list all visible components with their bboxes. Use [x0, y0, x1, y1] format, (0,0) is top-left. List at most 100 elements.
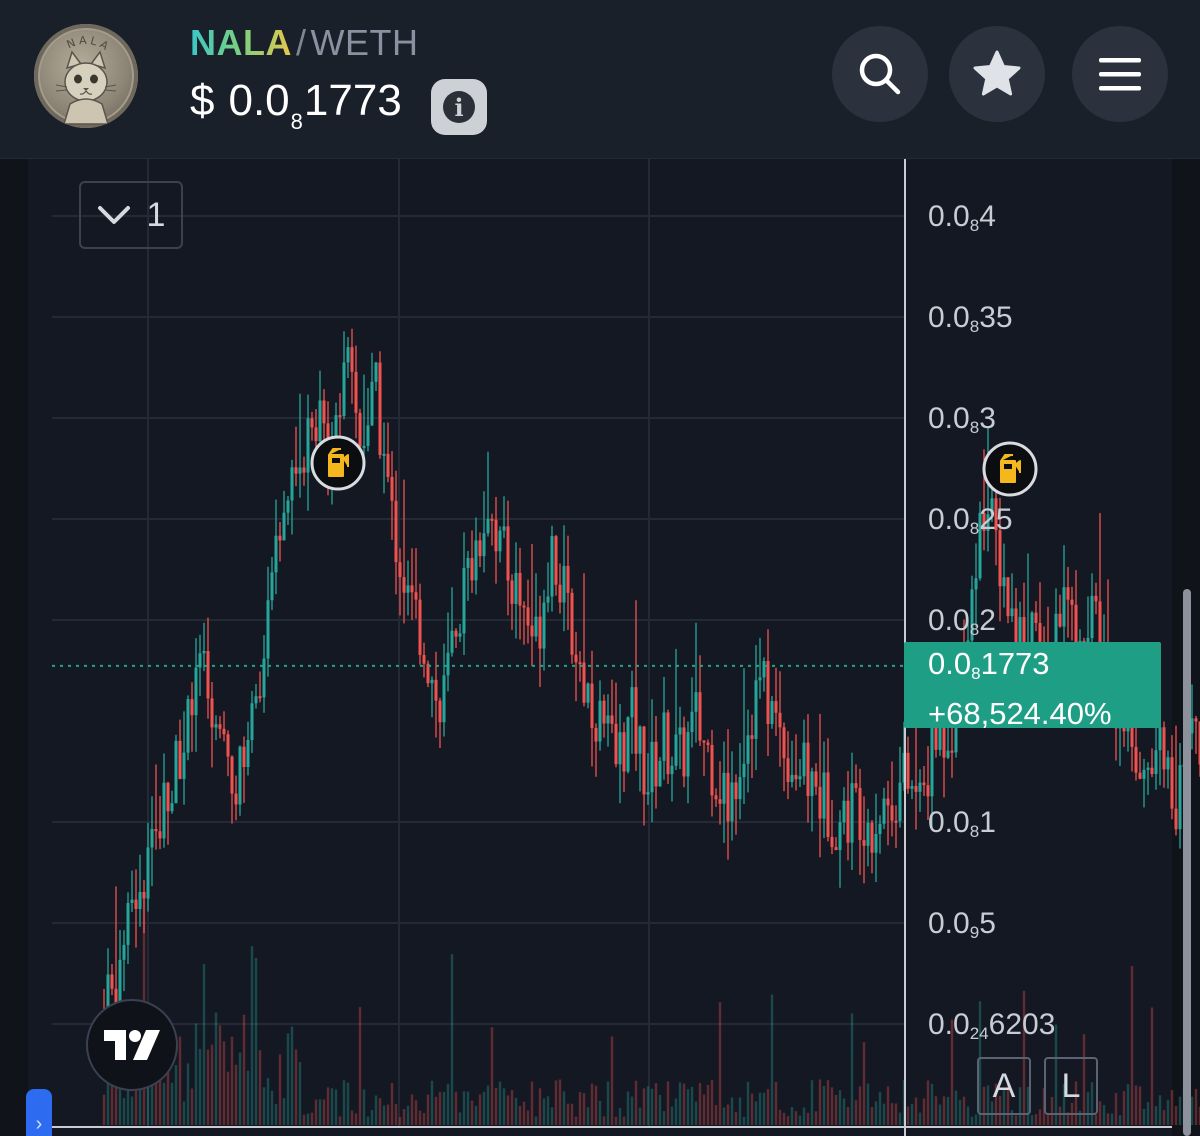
- log-scale-button[interactable]: L: [1044, 1057, 1098, 1115]
- volume-bar: [586, 1107, 590, 1125]
- volume-bar: [1074, 1081, 1078, 1125]
- volume-bar: [178, 1036, 182, 1125]
- volume-bar: [970, 1116, 974, 1125]
- search-button[interactable]: [832, 26, 928, 122]
- volume-bar: [102, 1094, 106, 1125]
- price-zero-count: 8: [290, 109, 303, 134]
- candle-body: [214, 724, 218, 728]
- volume-bar: [602, 1116, 606, 1125]
- candle-body: [546, 596, 550, 603]
- watchlist-button[interactable]: [949, 26, 1045, 122]
- candle-body: [722, 772, 726, 804]
- volume-bar: [170, 1082, 174, 1125]
- candle-body: [434, 679, 438, 701]
- pair-quote-symbol: WETH: [310, 22, 419, 63]
- volume-bar: [790, 1107, 794, 1125]
- candle-body: [442, 675, 446, 723]
- candle-body: [1014, 608, 1018, 673]
- candle-body: [842, 800, 846, 823]
- candle-body: [798, 776, 802, 780]
- volume-bar: [986, 1085, 990, 1125]
- candle-body: [470, 558, 474, 581]
- candle-body: [970, 589, 974, 641]
- token-avatar[interactable]: NALA: [34, 24, 138, 128]
- candle-body: [322, 400, 326, 424]
- volume-bar: [662, 1111, 666, 1125]
- candle-body: [826, 772, 830, 837]
- volume-bar: [1114, 1093, 1118, 1125]
- volume-bar: [398, 1116, 402, 1125]
- candle-body: [602, 700, 606, 724]
- interval-dropdown[interactable]: 1: [79, 181, 183, 249]
- candle-body: [986, 514, 990, 531]
- volume-bar: [478, 1094, 482, 1125]
- volume-bar: [734, 1112, 738, 1125]
- volume-bar: [810, 1080, 814, 1125]
- candle-body: [1066, 587, 1070, 600]
- volume-bar: [922, 1098, 926, 1125]
- candle-body: [778, 712, 782, 728]
- volume-bar: [150, 1075, 154, 1125]
- cat-coin-icon: NALA: [55, 34, 117, 125]
- candle-body: [342, 362, 346, 416]
- price-change-percent: +68,524.40%: [928, 696, 1112, 731]
- volume-bar: [134, 1069, 138, 1125]
- volume-bar: [1158, 1095, 1162, 1125]
- menu-button[interactable]: [1072, 26, 1168, 122]
- vertical-scrollbar[interactable]: [1183, 589, 1191, 1136]
- candle-body: [706, 742, 710, 746]
- candle-body: [254, 696, 258, 704]
- candle-body: [310, 418, 314, 428]
- volume-bar: [846, 1107, 850, 1125]
- info-button[interactable]: i: [431, 79, 487, 135]
- volume-bar: [518, 1105, 522, 1125]
- volume-bar: [906, 1106, 910, 1125]
- candle-body: [250, 703, 254, 741]
- candle-body: [130, 899, 134, 903]
- side-panel-toggle[interactable]: ›: [26, 1089, 52, 1136]
- volume-bar: [1010, 1110, 1014, 1125]
- candle-body: [338, 415, 342, 418]
- volume-bar: [914, 1097, 918, 1125]
- candle-body: [382, 453, 386, 456]
- candle-body: [918, 782, 922, 792]
- volume-bar: [838, 1090, 842, 1125]
- volume-bar: [210, 1044, 214, 1125]
- auto-scale-button[interactable]: A: [977, 1057, 1031, 1115]
- volume-bar: [234, 1064, 238, 1125]
- price-chart[interactable]: 1 0.084 0.0835 0.083 0.0825 0.082 0.081 0.095 0…: [0, 159, 1200, 1136]
- candle-body: [830, 836, 834, 848]
- candle-body: [1094, 595, 1098, 602]
- volume-bar: [642, 1088, 646, 1125]
- volume-bar: [698, 1083, 702, 1125]
- candle-body: [498, 530, 502, 552]
- candle-body: [1006, 577, 1010, 617]
- volume-bar: [458, 1112, 462, 1125]
- volume-bar: [1098, 1101, 1102, 1125]
- volume-bar: [994, 1083, 998, 1125]
- candle-body: [582, 662, 586, 703]
- candle-body: [302, 467, 306, 473]
- volume-bar: [926, 1080, 930, 1125]
- candle-body: [414, 592, 418, 600]
- volume-bar: [126, 1079, 130, 1125]
- candle-body: [450, 630, 454, 653]
- candle-body: [358, 412, 362, 447]
- candle-body: [170, 803, 174, 812]
- volume-bar: [1002, 1087, 1006, 1125]
- candle-body: [1170, 757, 1174, 809]
- candle-body: [438, 700, 442, 723]
- candle-body: [906, 752, 910, 789]
- candle-body: [374, 362, 378, 382]
- candle-body: [690, 711, 694, 733]
- candle-body: [926, 785, 930, 797]
- candle-body: [946, 750, 950, 758]
- volume-bar: [1038, 1109, 1042, 1125]
- candle-body: [530, 625, 534, 637]
- candle-body: [978, 512, 982, 579]
- volume-bar: [246, 1070, 250, 1125]
- volume-bar: [718, 1002, 722, 1125]
- volume-bar: [954, 1090, 958, 1125]
- candle-body: [494, 519, 498, 552]
- tradingview-logo[interactable]: [86, 999, 178, 1091]
